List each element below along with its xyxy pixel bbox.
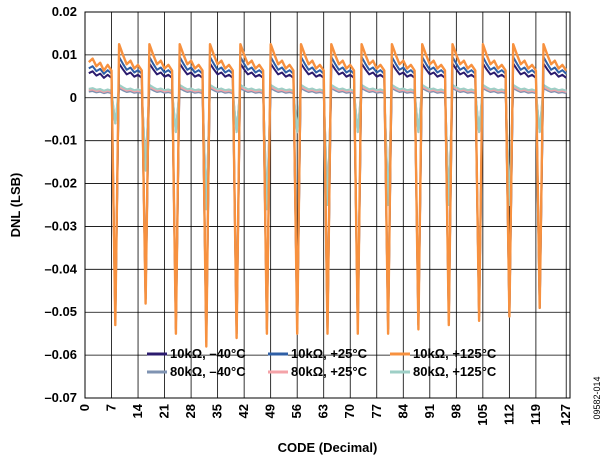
x-tick-label: 7 xyxy=(104,404,119,411)
y-tick-labels: –0.07 –0.06 –0.05 –0.04 –0.03 –0.02 –0.01 0 0.01… xyxy=(44,4,77,405)
x-tick-labels: 0 7 14 21 28 35 42 49 56 63 70 77 84 91 98 105 112 119 127 xyxy=(77,403,573,425)
x-tick-label: 70 xyxy=(342,404,357,418)
y-tick-label: –0.06 xyxy=(44,347,77,362)
x-tick-label: 28 xyxy=(183,404,198,418)
legend-label: 10kΩ, +25°C xyxy=(291,346,368,361)
y-tick-label: –0.01 xyxy=(44,133,77,148)
x-tick-label: 98 xyxy=(448,404,463,418)
x-tick-label: 35 xyxy=(210,404,225,418)
x-tick-label: 91 xyxy=(422,404,437,418)
x-axis-label: CODE (Decimal) xyxy=(278,440,378,455)
x-tick-label: 119 xyxy=(528,404,543,425)
y-tick-label: –0.04 xyxy=(44,261,77,276)
x-tick-label: 105 xyxy=(475,404,490,426)
figure-id: 09582-014 xyxy=(592,376,602,419)
y-tick-label: 0.02 xyxy=(52,4,77,19)
x-tick-label: 84 xyxy=(395,403,410,418)
x-tick-label: 14 xyxy=(130,403,145,418)
legend: 10kΩ, –40°C 10kΩ, +25°C 10kΩ, +125°C 80kΩ, … xyxy=(147,346,497,379)
y-tick-label: –0.07 xyxy=(44,390,77,405)
x-tick-label: 49 xyxy=(263,404,278,418)
x-tick-label: 63 xyxy=(316,404,331,418)
y-tick-label: 0 xyxy=(70,90,77,105)
x-tick-label: 77 xyxy=(369,404,384,418)
series-layer xyxy=(87,43,568,348)
x-tick-label: 42 xyxy=(236,404,251,418)
y-tick-label: –0.05 xyxy=(44,304,77,319)
x-tick-label: 112 xyxy=(501,404,516,425)
y-tick-label: –0.02 xyxy=(44,176,77,191)
x-tick-label: 56 xyxy=(289,404,304,418)
legend-label: 10kΩ, +125°C xyxy=(413,346,497,361)
y-tick-label: 0.01 xyxy=(52,47,77,62)
y-tick-label: –0.03 xyxy=(44,218,77,233)
legend-label: 80kΩ, –40°C xyxy=(170,364,246,379)
series-line-5 xyxy=(88,83,567,211)
series-line-2 xyxy=(87,43,568,348)
x-tick-label: 0 xyxy=(77,404,92,411)
y-axis-label: DNL (LSB) xyxy=(8,173,23,238)
legend-label: 10kΩ, –40°C xyxy=(170,346,246,361)
legend-label: 80kΩ, +125°C xyxy=(413,364,497,379)
x-tick-label: 21 xyxy=(157,404,172,418)
x-tick-label: 127 xyxy=(558,404,573,426)
plot-frame xyxy=(84,11,571,399)
legend-label: 80kΩ, +25°C xyxy=(291,364,368,379)
